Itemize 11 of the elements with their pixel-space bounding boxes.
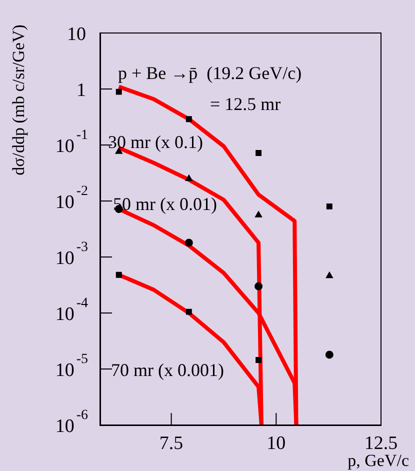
y-tick-label: 10 [67,24,86,45]
x-tick-label: 7.5 [159,433,184,454]
annotation: 70 mr (x 0.001) [111,360,224,380]
y-tick-label: 1 [76,80,86,101]
annotation: p + Be →p̄ (19.2 GeV/c) [118,63,302,83]
annotation: 30 mr (x 0.1) [108,132,203,152]
y-axis-title: dσ/ddp (mb c/sr/GeV) [9,24,28,176]
annotation: = 12.5 mr [210,94,281,114]
x-tick-label: 10 [266,433,286,454]
x-tick-label: 12.5 [364,433,398,454]
x-axis-title: p, GeV/c [348,451,410,470]
